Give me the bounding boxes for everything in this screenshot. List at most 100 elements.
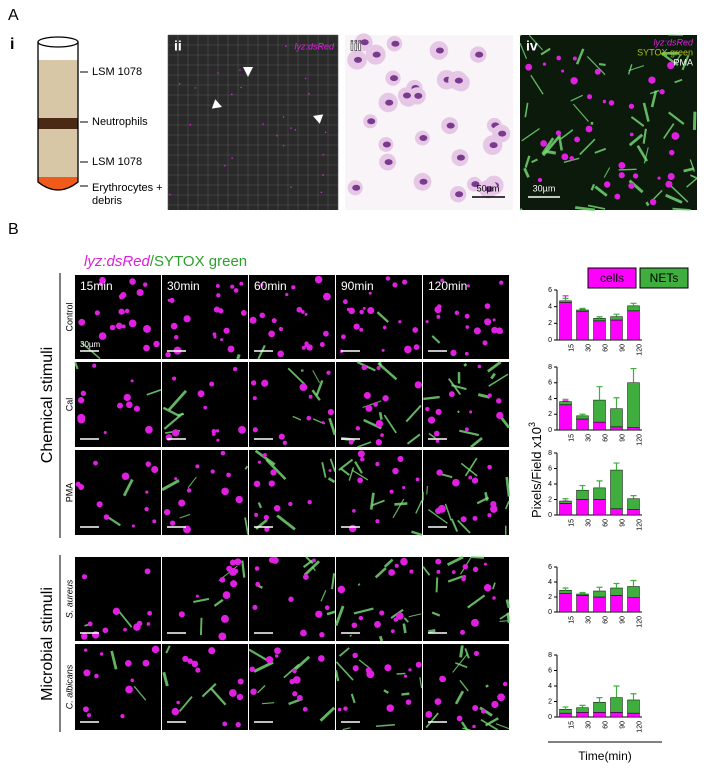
bar <box>576 707 589 713</box>
texture <box>461 576 466 582</box>
texture <box>427 416 436 424</box>
bar <box>593 421 606 431</box>
texture <box>415 499 423 514</box>
bar <box>576 489 589 500</box>
label: lyz:dsRed <box>294 41 335 51</box>
texture <box>331 573 336 590</box>
texture <box>435 439 440 443</box>
texture <box>683 167 695 173</box>
micrograph <box>336 275 422 359</box>
error-bar <box>630 367 637 383</box>
texture <box>319 706 336 722</box>
y-tick-label: 2 <box>548 594 552 601</box>
texture <box>315 610 323 618</box>
bar <box>593 318 606 322</box>
texture <box>408 668 412 672</box>
texture <box>302 706 308 712</box>
x-tick-label: 15 <box>568 519 575 527</box>
texture <box>144 506 149 512</box>
error-bar <box>596 316 603 319</box>
texture <box>434 306 442 314</box>
bar <box>627 712 640 718</box>
texture <box>307 500 312 505</box>
texture <box>165 645 171 654</box>
micrograph <box>423 557 509 641</box>
error-bar <box>630 495 637 499</box>
texture <box>375 519 380 524</box>
texture <box>126 401 133 409</box>
texture <box>464 427 469 432</box>
texture <box>342 299 348 305</box>
texture <box>456 410 460 414</box>
texture <box>460 516 467 523</box>
texture <box>352 652 358 659</box>
label: 90min <box>341 279 374 293</box>
micrograph <box>423 450 509 535</box>
texture <box>352 509 356 513</box>
texture <box>575 48 585 65</box>
error-bar <box>562 398 569 402</box>
texture <box>574 206 596 212</box>
texture <box>464 313 470 319</box>
texture <box>412 327 419 333</box>
texture <box>450 349 457 357</box>
texture <box>648 76 656 84</box>
texture <box>473 327 481 335</box>
texture <box>165 351 171 358</box>
texture <box>145 490 149 494</box>
texture <box>197 390 205 398</box>
label: SYTOX green <box>637 47 693 57</box>
texture <box>98 281 104 287</box>
texture <box>502 681 508 687</box>
texture <box>374 621 381 628</box>
texture <box>491 326 498 334</box>
texture <box>308 394 313 399</box>
texture <box>471 477 479 484</box>
texture <box>542 62 547 66</box>
texture <box>167 389 188 411</box>
texture <box>375 723 395 728</box>
texture <box>372 51 381 58</box>
bar <box>627 310 640 341</box>
texture <box>590 183 596 191</box>
error-bar <box>579 307 586 310</box>
texture <box>169 193 171 196</box>
texture <box>94 673 99 679</box>
texture <box>380 433 384 437</box>
texture <box>594 185 608 197</box>
texture <box>329 458 336 472</box>
error-bar <box>579 704 586 708</box>
texture <box>133 623 141 631</box>
texture <box>689 159 696 172</box>
texture <box>308 93 310 95</box>
texture <box>373 402 378 407</box>
texture <box>495 723 510 730</box>
texture <box>378 412 383 420</box>
texture <box>396 672 406 675</box>
texture <box>228 689 237 697</box>
texture <box>541 137 555 155</box>
texture <box>351 622 358 629</box>
texture <box>201 682 217 698</box>
micrograph <box>162 275 248 359</box>
texture <box>288 596 294 602</box>
bar <box>627 586 640 598</box>
texture <box>208 647 216 655</box>
texture <box>334 605 345 627</box>
texture <box>645 201 650 207</box>
texture <box>145 425 153 434</box>
texture <box>328 417 337 436</box>
label: 30µm <box>533 183 556 193</box>
texture <box>367 307 375 315</box>
texture <box>557 133 563 151</box>
texture <box>213 335 217 339</box>
texture <box>425 320 429 324</box>
texture <box>209 381 215 387</box>
texture <box>351 469 369 481</box>
texture <box>459 429 480 437</box>
texture <box>312 370 321 384</box>
texture <box>254 512 259 517</box>
bar <box>576 415 589 420</box>
texture <box>476 496 490 505</box>
